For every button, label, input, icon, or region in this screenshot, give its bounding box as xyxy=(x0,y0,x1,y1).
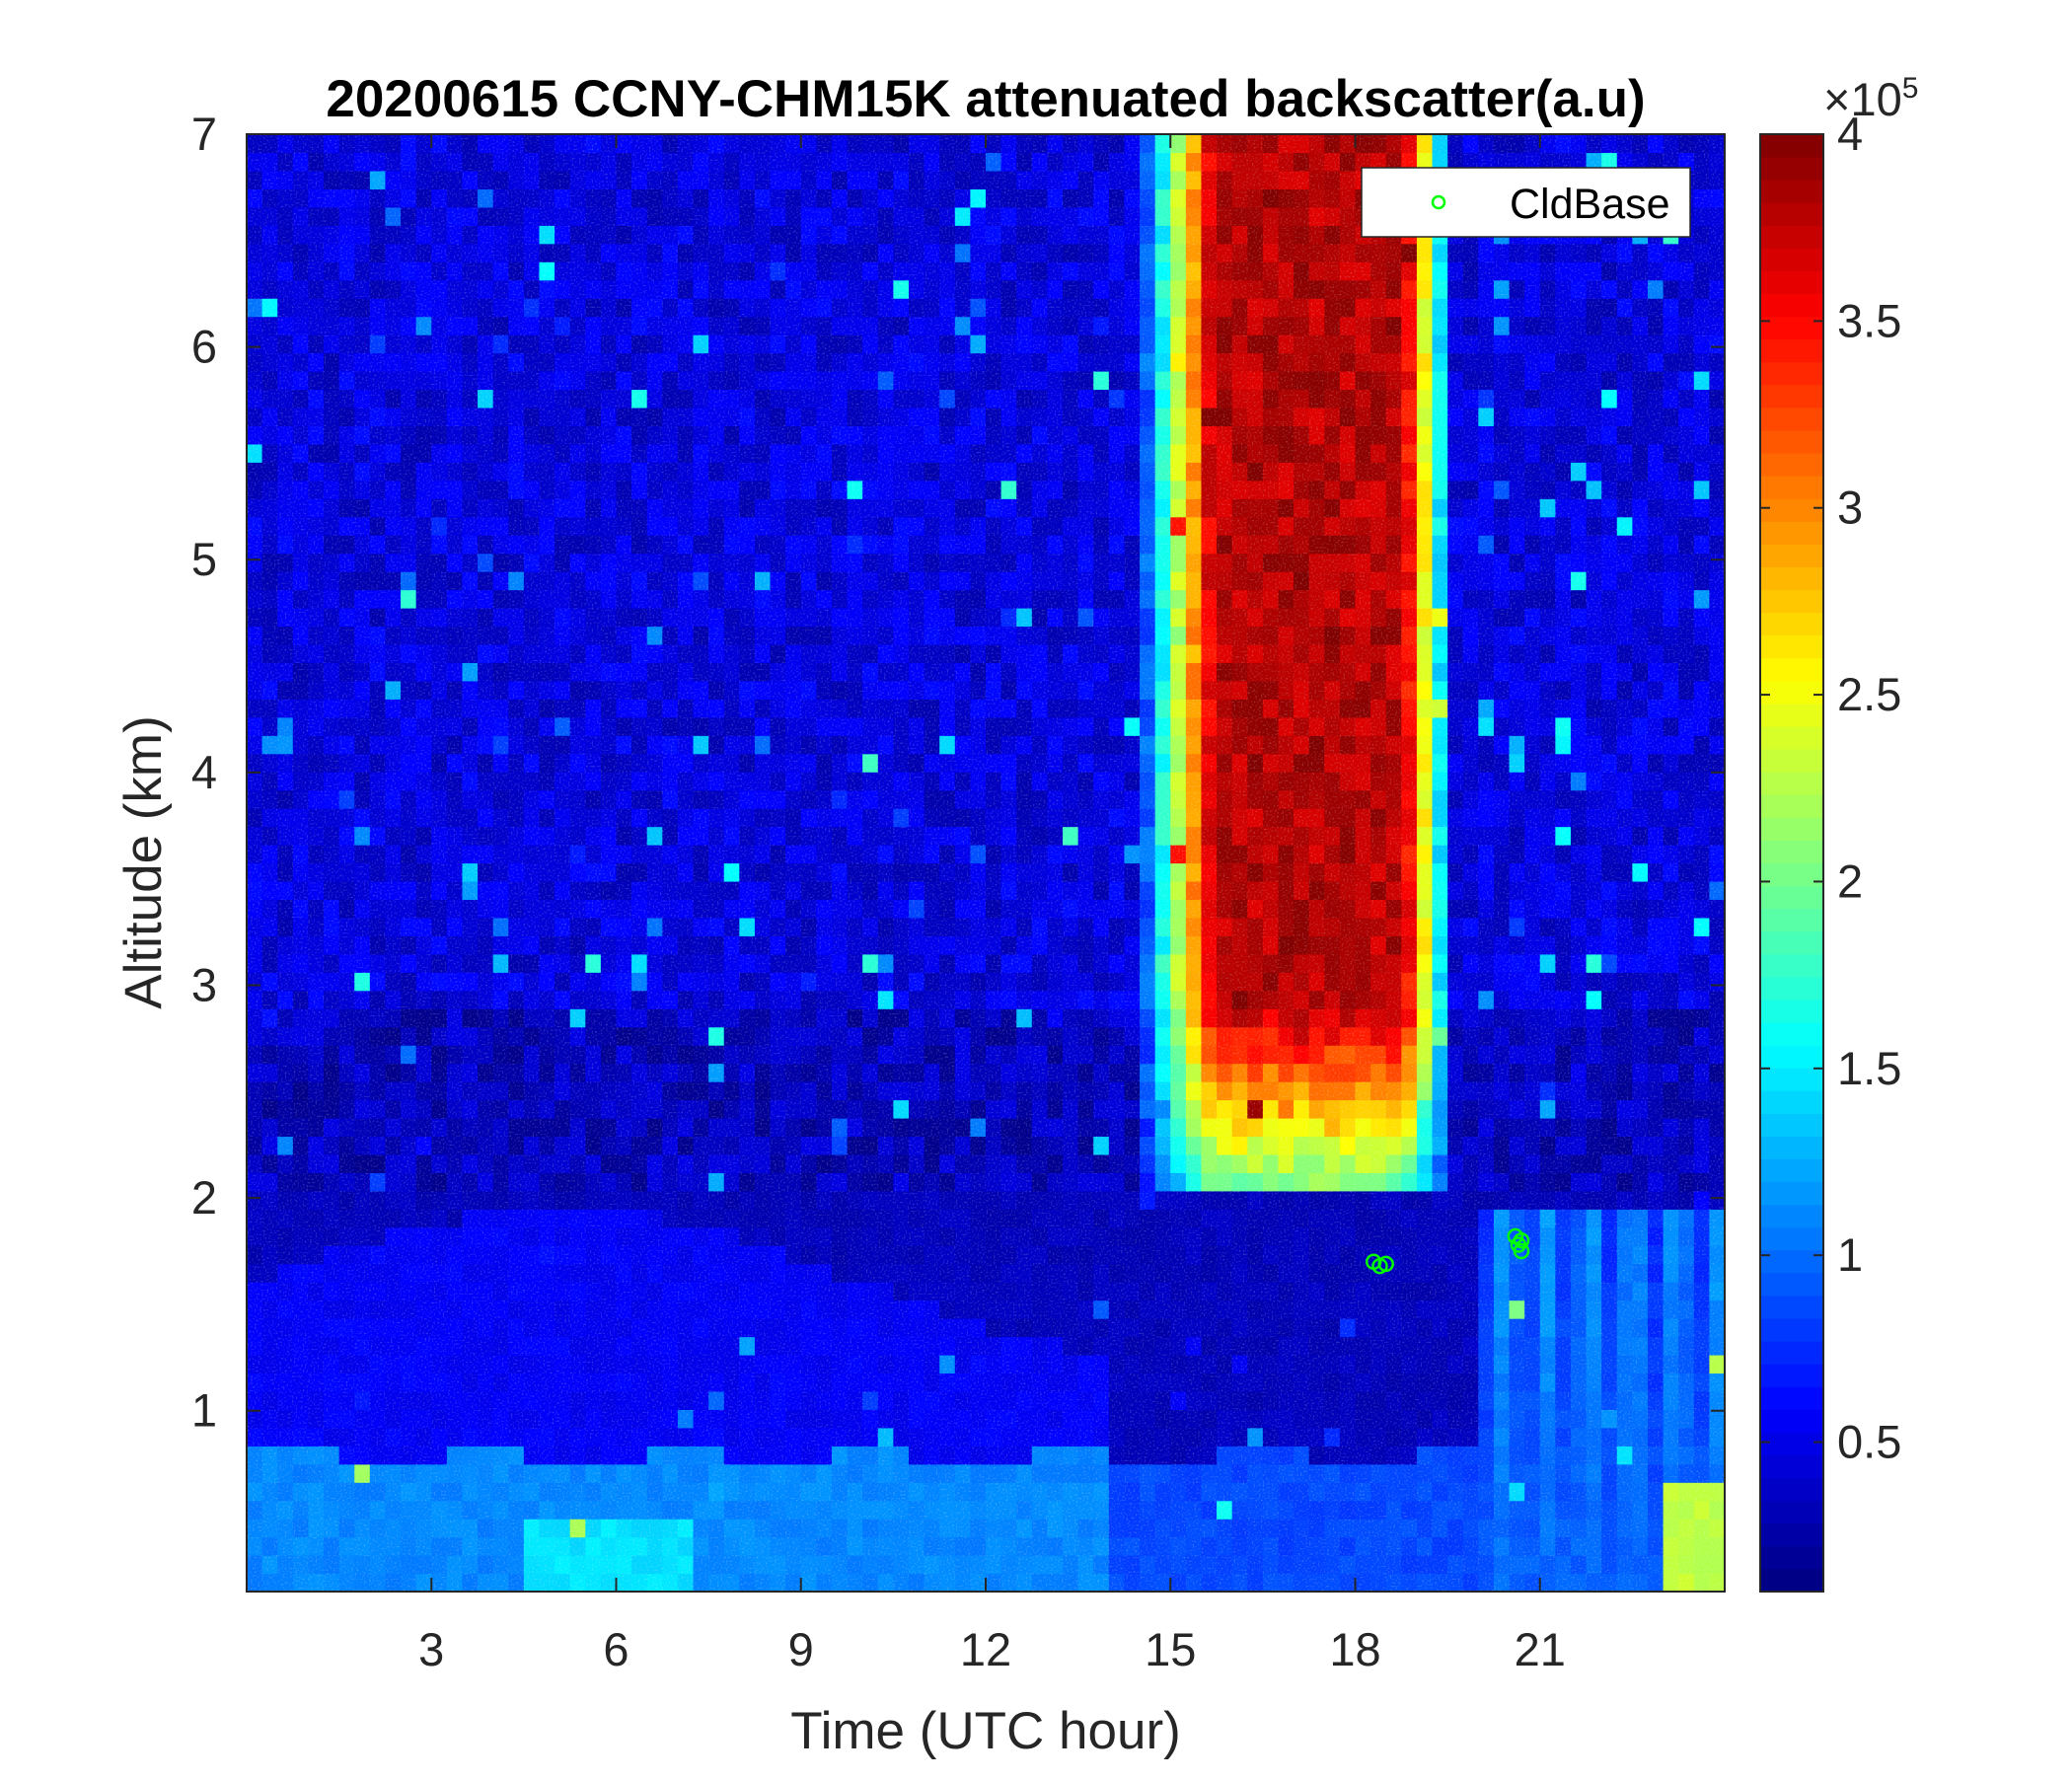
chart: 3 6 9 12 15 18 21 1234567 20200615 CCNY-CHM15K… xyxy=(114,70,1918,1760)
chart-svg: 3 6 9 12 15 18 21 1234567 20200615 CCNY-CHM15K… xyxy=(114,70,1918,1760)
